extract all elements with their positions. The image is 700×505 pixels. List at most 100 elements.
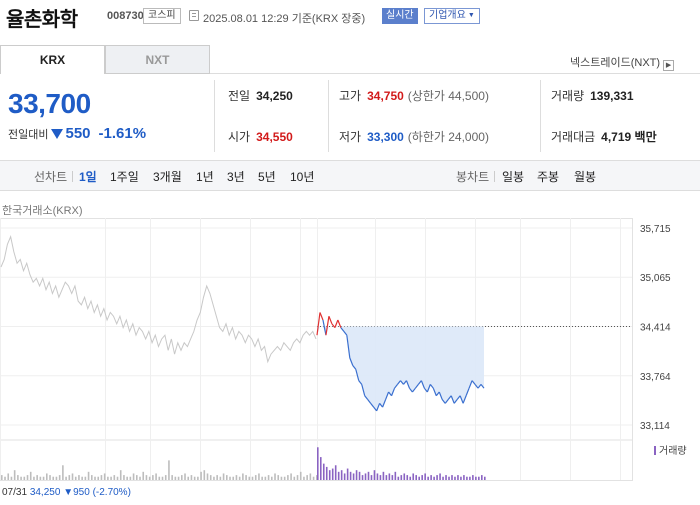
volume-bar bbox=[358, 471, 361, 480]
volume-legend-swatch bbox=[654, 446, 656, 455]
volume-bar bbox=[113, 475, 116, 480]
volume-bar bbox=[197, 476, 199, 480]
volume-bar bbox=[158, 476, 161, 480]
stat-value: 34,750 bbox=[367, 89, 404, 103]
series-today-segment bbox=[382, 399, 387, 408]
period-10y[interactable]: 10년 bbox=[290, 170, 315, 184]
volume-bar bbox=[119, 470, 122, 480]
volume-bar bbox=[349, 471, 352, 480]
company-info-button[interactable]: 기업개요 ▼ bbox=[424, 8, 480, 24]
series-today-segment bbox=[328, 316, 333, 325]
volume-bar bbox=[367, 471, 370, 480]
volume-legend-label: 거래량 bbox=[659, 445, 687, 457]
volume-bar bbox=[235, 475, 238, 480]
series-today-segment bbox=[423, 387, 428, 393]
change-rate: -1.61% bbox=[98, 125, 147, 142]
period-1w[interactable]: 1주일 bbox=[110, 170, 139, 184]
volume-bar bbox=[379, 475, 382, 480]
series-today-segment bbox=[414, 384, 419, 389]
volume-bar bbox=[400, 475, 403, 480]
volume-bar bbox=[457, 475, 459, 480]
period-1y[interactable]: 1년 bbox=[196, 170, 214, 184]
candle-chart-label: 봉차트 bbox=[456, 170, 490, 184]
period-3y[interactable]: 3년 bbox=[227, 170, 245, 184]
volume-bar bbox=[152, 475, 154, 480]
series-today-segment bbox=[343, 331, 348, 336]
volume-bar bbox=[478, 476, 480, 480]
volume-bar bbox=[216, 475, 218, 480]
series-today-segment bbox=[361, 384, 366, 396]
volume-bar bbox=[328, 470, 331, 480]
volume-bar bbox=[287, 475, 289, 480]
nextrade-link[interactable]: 넥스트레이드(NXT) ▶ bbox=[570, 54, 675, 71]
volume-bar bbox=[94, 476, 96, 480]
series-today-segment bbox=[474, 384, 479, 389]
stat-low: 저가 33,300 (하한가 24,000) bbox=[339, 128, 489, 145]
volume-bar bbox=[52, 476, 55, 480]
series-today-segment bbox=[441, 399, 446, 404]
period-3m[interactable]: 3개월 bbox=[153, 170, 182, 184]
volume-bar bbox=[219, 476, 222, 480]
volume-bar bbox=[334, 465, 337, 480]
volume-bar bbox=[209, 475, 212, 480]
series-today-segment bbox=[453, 399, 458, 404]
period-monthly[interactable]: 월봉 bbox=[574, 170, 597, 184]
period-selector: 선차트 1일 1주일 3개월 1년 3년 5년 10년 봉차트 일봉 주봉 월봉 bbox=[0, 160, 700, 191]
volume-bar bbox=[46, 473, 48, 480]
footer-prev-close: 34,250 bbox=[29, 487, 61, 498]
series-today-segment bbox=[319, 312, 324, 321]
volume-bar bbox=[78, 475, 80, 480]
nextrade-link-label: 넥스트레이드(NXT) bbox=[570, 57, 661, 69]
period-5y[interactable]: 5년 bbox=[258, 170, 276, 184]
period-daily[interactable]: 일봉 bbox=[502, 170, 525, 184]
volume-bar bbox=[397, 476, 400, 480]
volume-bar bbox=[164, 475, 167, 480]
volume-bar bbox=[136, 475, 138, 480]
volume-bar bbox=[181, 475, 183, 480]
stat-label: 시가 bbox=[228, 130, 251, 144]
volume-bar bbox=[343, 473, 346, 480]
tab-nxt[interactable]: NXT bbox=[105, 45, 210, 74]
lower-limit: (하한가 24,000) bbox=[407, 130, 489, 144]
volume-bar bbox=[203, 470, 206, 480]
volume-bar bbox=[129, 476, 132, 480]
volume-bar bbox=[325, 466, 328, 480]
volume-bar bbox=[460, 476, 462, 480]
series-today-segment bbox=[426, 384, 431, 393]
tab-krx[interactable]: KRX bbox=[0, 45, 105, 74]
series-today-segment bbox=[367, 399, 372, 404]
volume-bar bbox=[200, 471, 202, 480]
company-info-label: 기업개요 bbox=[429, 10, 466, 21]
price-chart: 거래량 35,715 35,065 34,414 33,764 33,114 08/01… bbox=[0, 218, 687, 488]
volume-bar bbox=[439, 473, 441, 480]
change-label: 전일대비 bbox=[8, 129, 49, 141]
volume-bar bbox=[388, 473, 391, 480]
volume-bar bbox=[148, 476, 151, 480]
y-tick-label: 34,414 bbox=[640, 323, 671, 334]
series-today-segment bbox=[403, 380, 407, 385]
volume-bar bbox=[346, 468, 349, 480]
volume-bar bbox=[174, 476, 177, 480]
stat-open: 시가 34,550 bbox=[228, 128, 293, 145]
series-today-segment bbox=[444, 399, 449, 404]
stock-header: 율촌화학 008730 코스피 2025.08.01 12:29 기준(KRX … bbox=[0, 0, 700, 32]
series-today-segment bbox=[429, 384, 434, 389]
period-1d[interactable]: 1일 bbox=[79, 170, 97, 184]
volume-bar bbox=[245, 475, 247, 480]
series-today-segment bbox=[450, 395, 455, 404]
volume-bar bbox=[20, 476, 22, 480]
caret-down-icon: ▼ bbox=[467, 12, 475, 19]
series-today-segment bbox=[325, 316, 330, 336]
period-weekly[interactable]: 주봉 bbox=[537, 170, 560, 184]
volume-bar bbox=[229, 476, 231, 480]
volume-bar bbox=[13, 470, 16, 480]
volume-bar bbox=[352, 473, 355, 480]
price-change: 전일대비 550 -1.61% bbox=[8, 125, 146, 142]
volume-bar bbox=[264, 476, 267, 480]
chart-source: 한국거래소(KRX) bbox=[2, 205, 83, 217]
volume-bar bbox=[475, 476, 477, 480]
footer-date: 07/31 bbox=[2, 487, 28, 498]
stat-high: 고가 34,750 (상한가 44,500) bbox=[339, 87, 489, 104]
volume-bar bbox=[58, 475, 61, 480]
volume-bar bbox=[23, 476, 26, 480]
